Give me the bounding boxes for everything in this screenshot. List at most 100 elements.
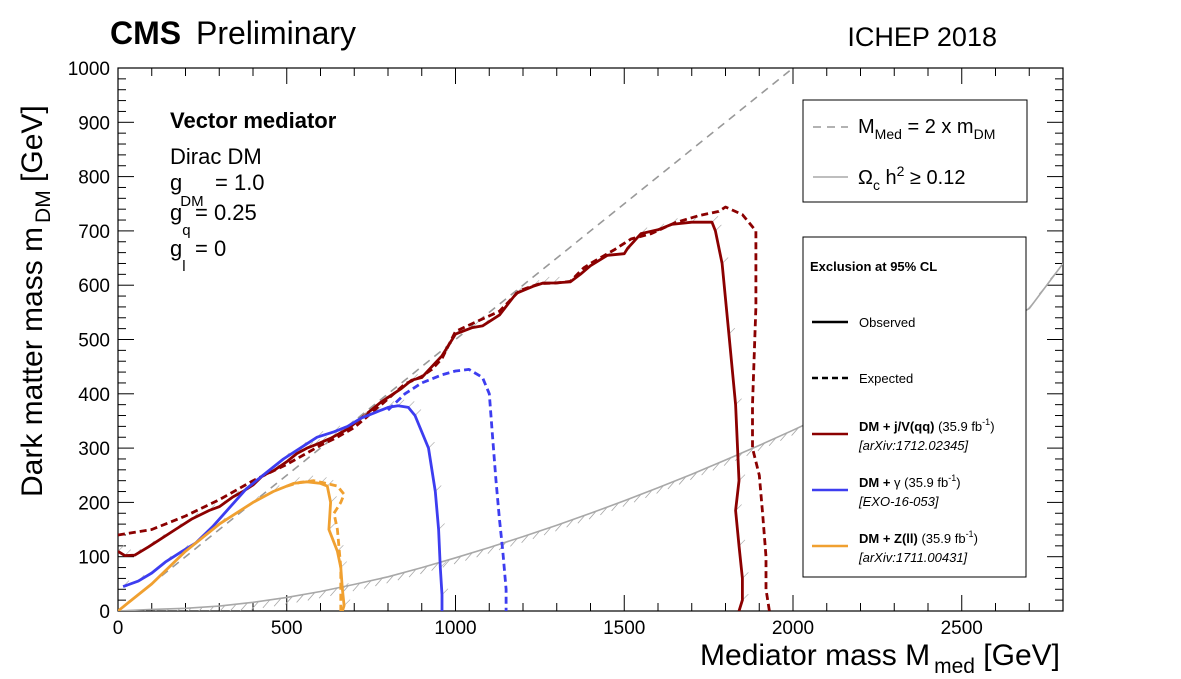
relic-hatch: [600, 506, 608, 516]
y-tick-label: 900: [78, 113, 110, 134]
monoz-legend-label: DM + Z(ll) (35.9 fb-1): [859, 529, 978, 546]
x-tick-label: 1000: [434, 618, 476, 639]
relic-hatch: [363, 580, 372, 589]
relic-hatch: [240, 602, 248, 611]
y-tick-label: 500: [78, 331, 110, 352]
plot-header-left: CMS Preliminary: [110, 15, 356, 51]
model-title: Vector mediator: [170, 108, 337, 133]
relic-hatch: [611, 502, 619, 512]
relic-hatch: [723, 457, 732, 466]
relic-hatch: [229, 603, 237, 611]
x-tick-labels: 0 500 1000 1500 2000 2500: [113, 618, 983, 639]
y-tick-label: 1000: [68, 59, 110, 80]
relic-hatch: [791, 427, 799, 436]
relic-hatch: [408, 568, 417, 578]
monojet-legend-label: DM + j/V(qq) (35.9 fb-1): [859, 417, 995, 434]
relic-hatch: [701, 466, 709, 476]
coupling-gq: gq: [170, 200, 191, 239]
relic-legend-label: Ωc h2 ≥ 0.12: [858, 163, 965, 193]
relic-hatch: [375, 577, 383, 587]
relic-hatch: [198, 606, 203, 611]
relic-hatch: [656, 485, 664, 494]
coupling-gq-value: = 0.25: [195, 200, 257, 225]
relic-hatch: [645, 489, 653, 499]
monophoton-legend-label: DM + γ (35.9 fb-1): [859, 473, 961, 490]
exclusion-curve-3: [387, 367, 508, 611]
relic-hatch: [465, 552, 473, 561]
relic-hatch: [219, 605, 226, 611]
x-tick-label: 2500: [941, 618, 983, 639]
relic-hatch: [285, 596, 293, 605]
x-tick-label: 500: [271, 618, 303, 639]
exclusion-curve-4: [118, 480, 346, 611]
model-dm-type: Dirac DM: [170, 144, 262, 169]
conference-label: ICHEP 2018: [847, 22, 997, 52]
y-tick-label: 700: [78, 222, 110, 243]
x-tick-label: 2000: [772, 618, 814, 639]
relic-hatch: [307, 592, 316, 601]
status-label: Preliminary: [196, 15, 356, 51]
relic-hatch: [667, 480, 676, 490]
monoz-legend-ref: [arXiv:1711.00431]: [858, 550, 968, 565]
exclusion-curve-5: [286, 479, 346, 611]
relic-hatch: [712, 462, 721, 471]
relic-hatch: [177, 608, 181, 611]
diagonal-line: [118, 68, 794, 611]
diagonal-legend-label: MMed = 2 x mDM: [858, 116, 995, 142]
y-axis-label: Dark matter mass mDM [GeV]: [16, 105, 55, 497]
observed-legend-label: Observed: [859, 315, 915, 330]
relic-hatch: [453, 555, 462, 565]
exclusion-legend-title: Exclusion at 95% CL: [810, 259, 937, 274]
relic-hatch: [566, 518, 574, 528]
relic-hatch: [431, 562, 439, 571]
relic-hatch: [166, 608, 169, 611]
relic-hatch: [442, 559, 451, 568]
relic-hatch: [352, 582, 361, 592]
coupling-gdm-value: = 1.0: [215, 170, 265, 195]
exclusion-curve-0: [118, 220, 744, 611]
y-tick-label: 0: [99, 602, 110, 623]
coupling-gl-value: = 0: [195, 236, 226, 261]
exclusion-legend-box: [802, 236, 1027, 578]
reference-legend: MMed = 2 x mDM Ωc h2 ≥ 0.12: [802, 99, 1028, 203]
relic-hatch: [588, 510, 597, 520]
relic-hatch: [757, 442, 766, 452]
relic-hatch: [209, 606, 214, 611]
coupling-gdm: g DM: [170, 170, 204, 210]
exclusion-curves: [118, 205, 771, 611]
exclusion-hatch: [118, 545, 125, 552]
y-tick-labels: 0 100 200 300 400 500 600 700 800 900 1000: [68, 59, 110, 623]
x-tick-label: 0: [113, 618, 124, 639]
relic-hatch: [577, 514, 586, 524]
relic-hatch: [1027, 300, 1036, 310]
relic-hatch: [296, 594, 304, 603]
relic-hatch: [678, 476, 687, 485]
expected-legend-label: Expected: [859, 371, 913, 386]
relic-hatch: [187, 607, 192, 611]
relic-hatch: [155, 608, 158, 611]
relic-hatch: [622, 498, 631, 507]
reference-legend-box: [802, 99, 1028, 203]
relic-hatch: [386, 574, 394, 584]
relic-hatch: [1050, 270, 1058, 280]
exclusion-hatch: [711, 215, 719, 223]
relic-hatch: [768, 437, 777, 447]
relic-hatch: [330, 587, 338, 597]
y-tick-label: 800: [78, 168, 110, 189]
relic-hatch: [420, 565, 428, 575]
relic-hatch: [318, 590, 327, 599]
y-tick-label: 400: [78, 385, 110, 406]
exclusion-curve-2: [122, 404, 444, 611]
x-tick-label: 1500: [603, 618, 645, 639]
collab-label: CMS: [110, 15, 181, 51]
relic-hatch: [510, 538, 518, 547]
exclusion-legend: Exclusion at 95% CL Observed Expected DM…: [802, 236, 1027, 578]
relic-hatch: [476, 548, 484, 558]
relic-hatch: [487, 545, 496, 554]
relic-hatch: [532, 530, 541, 540]
coupling-gl: gl: [170, 236, 186, 275]
relic-hatch: [262, 599, 271, 609]
relic-hatch: [273, 597, 282, 607]
relic-hatch: [397, 571, 406, 581]
